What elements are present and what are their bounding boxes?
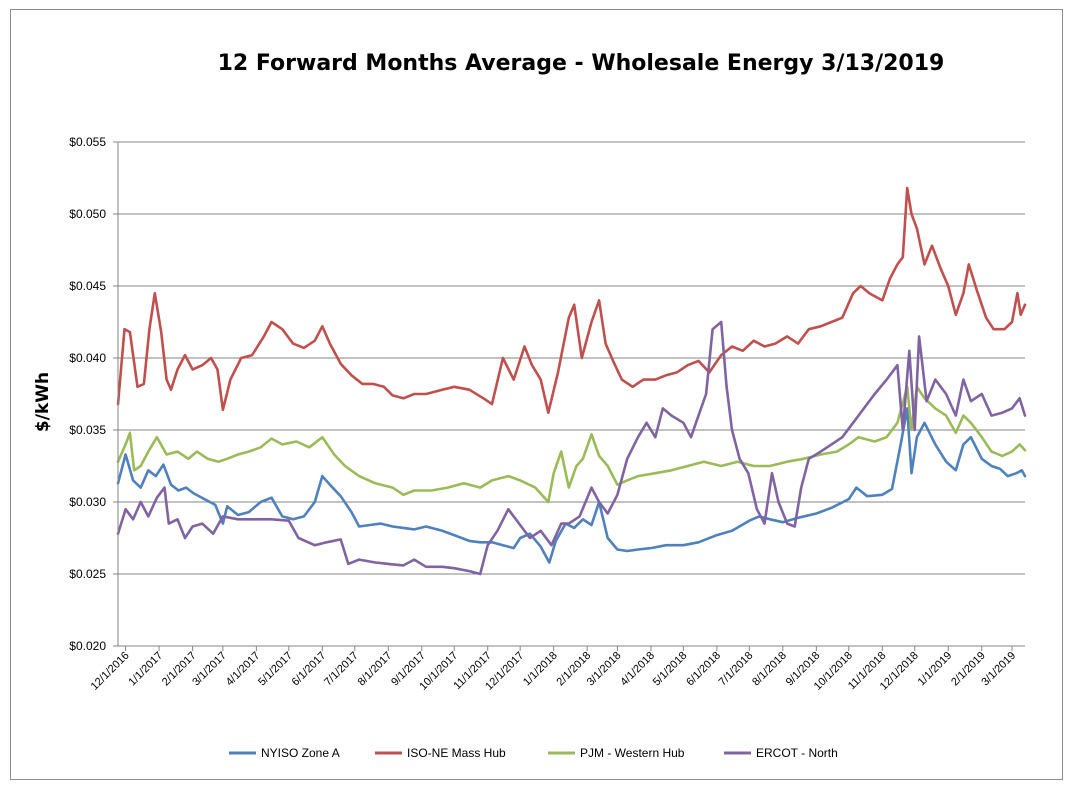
y-axis-label: $/kWh <box>33 372 53 432</box>
chart-title: 12 Forward Months Average - Wholesale En… <box>218 51 945 76</box>
y-tick-label: $0.030 <box>69 495 106 509</box>
legend-label: PJM - Western Hub <box>580 746 685 760</box>
series-line-3 <box>116 320 1027 576</box>
y-tick-label: $0.045 <box>69 279 106 293</box>
x-tick-label: 6/1/2017 <box>290 650 329 689</box>
y-tick-label: $0.050 <box>69 207 106 221</box>
x-tick-label: 6/1/2018 <box>684 650 723 689</box>
x-tick-label: 7/1/2017 <box>322 650 361 689</box>
y-tick-label: $0.035 <box>69 423 106 437</box>
x-tick-label: 7/1/2018 <box>717 650 756 689</box>
x-tick-label: 1/1/2018 <box>521 650 560 689</box>
gridlines <box>118 141 1025 575</box>
x-axis-ticks: 12/1/20161/1/20172/1/20173/1/20174/1/201… <box>89 646 1018 693</box>
y-tick-label: $0.020 <box>69 639 106 653</box>
legend: NYISO Zone A ISO-NE Mass Hub PJM - Western… <box>229 746 838 760</box>
x-tick-label: 4/1/2017 <box>224 650 263 689</box>
chart-frame <box>10 9 1063 780</box>
x-tick-label: 8/1/2018 <box>750 650 789 689</box>
y-axis-ticks: $0.020 $0.025 $0.030 $0.035 $0.040 $0.045 $0.0… <box>69 135 118 653</box>
x-tick-label: 8/1/2017 <box>356 650 395 689</box>
series-line-1 <box>116 186 1027 414</box>
y-tick-label: $0.055 <box>69 135 106 149</box>
series-line-0 <box>116 407 1027 564</box>
y-tick-label: $0.040 <box>69 351 106 365</box>
x-tick-label: 5/1/2017 <box>256 650 295 689</box>
x-tick-label: 12/1/2016 <box>89 650 132 693</box>
axes <box>117 142 1025 647</box>
legend-label: NYISO Zone A <box>261 746 340 760</box>
y-tick-label: $0.025 <box>69 567 106 581</box>
x-tick-label: 4/1/2018 <box>618 650 657 689</box>
series-lines <box>116 186 1027 576</box>
legend-label: ISO-NE Mass Hub <box>407 746 506 760</box>
x-tick-label: 1/1/2017 <box>126 650 165 689</box>
x-tick-label: 5/1/2018 <box>651 650 690 689</box>
legend-label: ERCOT - North <box>756 746 838 760</box>
series-line-2 <box>116 385 1027 504</box>
x-tick-label: 1/1/2019 <box>916 650 955 689</box>
